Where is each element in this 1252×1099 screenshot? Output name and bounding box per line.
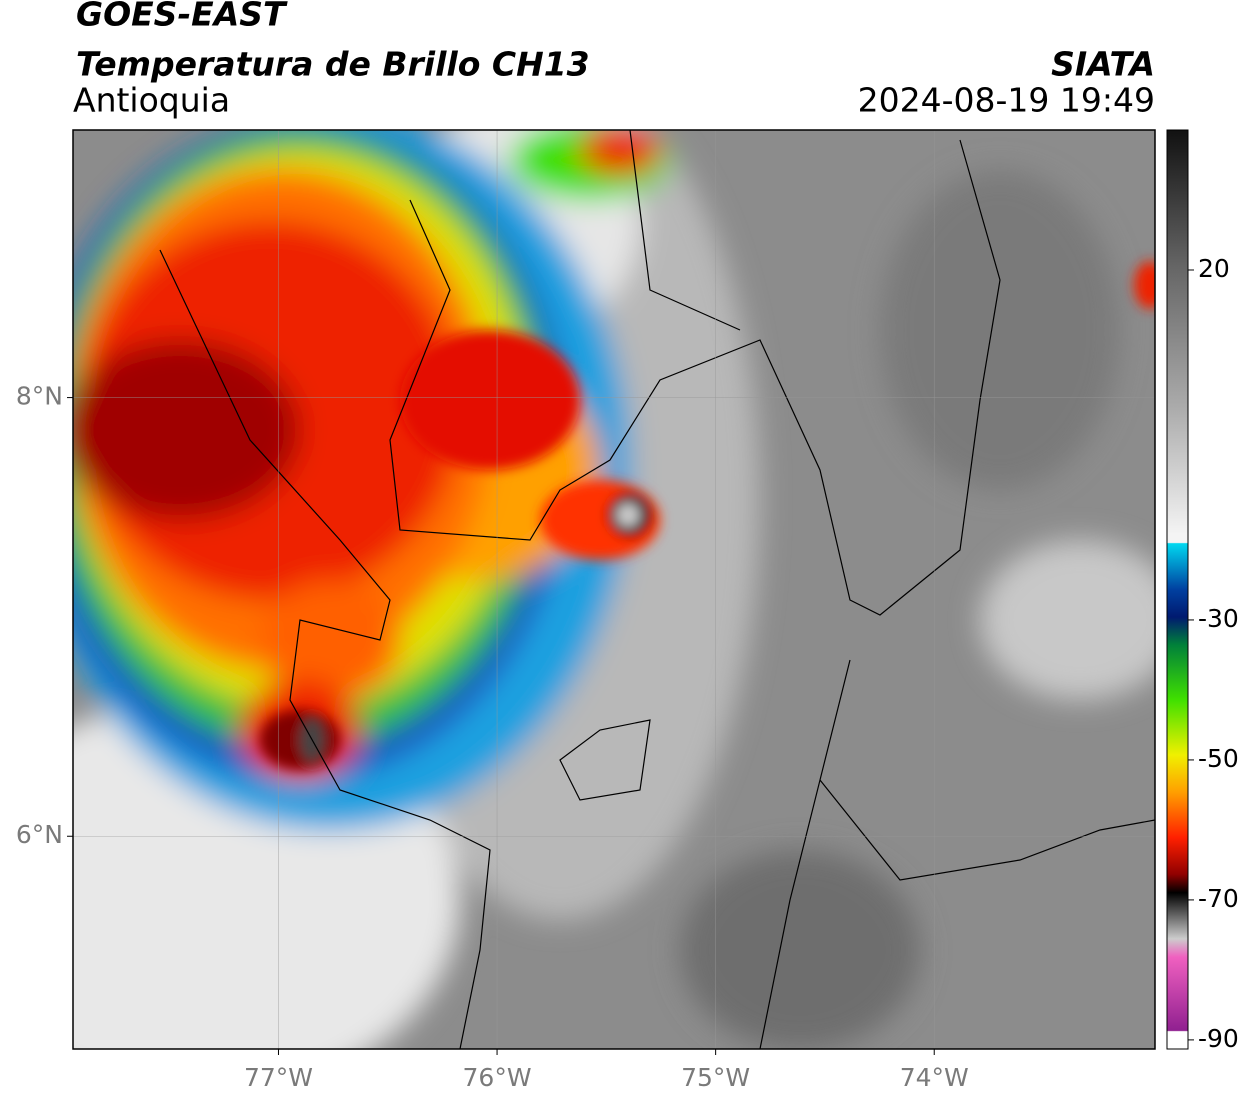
datetime: 2024-08-19 19:49 [858,81,1155,120]
colorbar-tick-label: -30 [1198,604,1239,633]
x-tick-label: 74°W [900,1063,969,1092]
satellite-image [73,130,1155,1049]
colorbar-tick-label: 20 [1198,254,1230,283]
graticule [73,130,1155,1049]
colorbar-tick-label: -90 [1198,1024,1239,1053]
colorbar [1166,129,1189,1050]
y-tick-label: 6°N [16,820,63,849]
x-tick-label: 75°W [681,1063,750,1092]
x-tick-label: 77°W [244,1063,313,1092]
title: GOES-EAST [76,0,288,34]
source: SIATA [1051,45,1155,84]
colorbar-tick-label: -50 [1198,744,1239,773]
subtitle: Temperatura de Brillo CH13 [76,45,590,84]
region: Antioquia [73,81,230,120]
x-tick-label: 76°W [463,1063,532,1092]
colorbar-tick-label: -70 [1198,884,1239,913]
y-tick-label: 8°N [16,382,63,411]
map-frame [72,129,1156,1050]
